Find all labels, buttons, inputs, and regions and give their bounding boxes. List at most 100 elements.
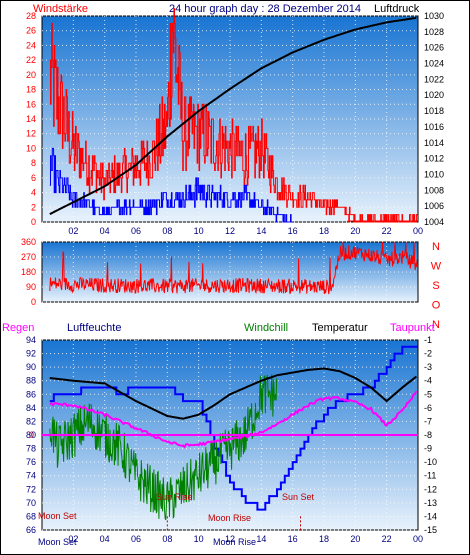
right-tick-label: 1010 bbox=[424, 169, 444, 179]
legend: Regen Luftfeuchte Windchill Temperatur Taupu… bbox=[2, 322, 435, 334]
right-tick-label: -6 bbox=[424, 403, 432, 413]
x-tick-label: 06 bbox=[131, 534, 141, 544]
x-tick-label: 16 bbox=[288, 226, 298, 236]
annotation-label: Sun Set bbox=[282, 492, 315, 502]
x-tick-label: 02 bbox=[68, 226, 78, 236]
right-tick-label: 1028 bbox=[424, 27, 444, 37]
compass-label: N bbox=[432, 319, 440, 331]
x-tick-label: 18 bbox=[319, 226, 329, 236]
right-tick-label: -9 bbox=[424, 444, 432, 454]
left-tick-label: 0 bbox=[31, 297, 36, 307]
pressure-axis: 1004 1006 1008 1010 1012 1014 1016 1018 1020 1022… bbox=[424, 11, 444, 227]
left-tick-label: 88 bbox=[26, 376, 36, 386]
x-tick-label: 12 bbox=[225, 226, 235, 236]
right-tick-label: 1024 bbox=[424, 59, 444, 69]
x-tick-label: 22 bbox=[382, 534, 392, 544]
left-tick-label: 82 bbox=[26, 416, 36, 426]
compass-label: W bbox=[431, 261, 442, 273]
left-tick-label: 78 bbox=[26, 444, 36, 454]
chart-title: 24 hour graph day : 28 Dezember 2014 bbox=[169, 3, 361, 15]
right-tick-label: -2 bbox=[424, 349, 432, 359]
left-tick-label: 22 bbox=[26, 55, 36, 65]
left-tick-label: 90 bbox=[26, 362, 36, 372]
astronomical-annotations: Moon Set Sun Rise Moon Rise Sun Set Moon Set… bbox=[38, 492, 315, 547]
wind-pressure-x-axis: 02 04 06 08 10 12 14 16 18 20 22 00 bbox=[68, 226, 423, 236]
x-tick-label: 14 bbox=[256, 534, 266, 544]
compass-label: O bbox=[432, 300, 441, 312]
x-tick-label: 06 bbox=[131, 226, 141, 236]
right-tick-label: -5 bbox=[424, 389, 432, 399]
legend-item: Luftfeuchte bbox=[67, 322, 121, 334]
legend-item: Windchill bbox=[244, 322, 288, 334]
x-tick-label: 20 bbox=[350, 534, 360, 544]
series-line bbox=[49, 241, 418, 295]
wind-pressure-series bbox=[49, 8, 418, 223]
left-tick-label: 24 bbox=[26, 40, 36, 50]
compass-label: N bbox=[432, 241, 440, 253]
left-tick-label: 72 bbox=[26, 484, 36, 494]
x-tick-label: 00 bbox=[413, 534, 423, 544]
left-tick-label: 90 bbox=[26, 282, 36, 292]
left-tick-label: 74 bbox=[26, 471, 36, 481]
x-tick-label: 08 bbox=[162, 534, 172, 544]
right-tick-label: -1 bbox=[424, 335, 432, 345]
compass-label: S bbox=[432, 280, 439, 292]
x-tick-label: 10 bbox=[194, 226, 204, 236]
series-line bbox=[49, 390, 418, 449]
left-tick-label: 94 bbox=[26, 335, 36, 345]
right-tick-label: 1016 bbox=[424, 122, 444, 132]
left-tick-label: 20 bbox=[26, 70, 36, 80]
annotation-label: Sun Rise bbox=[156, 492, 193, 502]
left-tick-label: 68 bbox=[26, 511, 36, 521]
series-line bbox=[49, 345, 418, 511]
x-tick-label: 04 bbox=[100, 534, 110, 544]
right-tick-label: -14 bbox=[424, 511, 437, 521]
left-tick-label: 0 bbox=[31, 217, 36, 227]
right-tick-label: -8 bbox=[424, 430, 432, 440]
right-tick-label: 1018 bbox=[424, 106, 444, 116]
left-tick-label: 180 bbox=[21, 267, 36, 277]
right-tick-label: -3 bbox=[424, 362, 432, 372]
left-tick-label: 76 bbox=[26, 457, 36, 467]
right-tick-label: 1022 bbox=[424, 74, 444, 84]
right-tick-label: -15 bbox=[424, 525, 437, 535]
left-tick-label: 80 bbox=[26, 430, 36, 440]
right-tick-label: 1030 bbox=[424, 11, 444, 21]
humidity-temperature-series: 0 bbox=[29, 345, 418, 521]
left-tick-label: 84 bbox=[26, 403, 36, 413]
right-tick-label: -10 bbox=[424, 457, 437, 467]
x-tick-label: 20 bbox=[350, 226, 360, 236]
regen-zero-label: 0 bbox=[29, 430, 34, 440]
legend-item: Regen bbox=[2, 322, 34, 334]
right-tick-label: 1012 bbox=[424, 154, 444, 164]
annotation-label: Moon Set bbox=[38, 537, 77, 547]
right-tick-label: 1026 bbox=[424, 43, 444, 53]
left-tick-label: 18 bbox=[26, 85, 36, 95]
temperature-axis: -15 -14 -13 -12 -11 -10 -9 -8 -7 -6 -5 -4 -3 -2 -1 bbox=[424, 335, 437, 535]
left-tick-label: 92 bbox=[26, 349, 36, 359]
left-tick-label: 14 bbox=[26, 114, 36, 124]
x-tick-label: 10 bbox=[194, 534, 204, 544]
left-tick-label: 66 bbox=[26, 525, 36, 535]
right-header-label: Luftdruck bbox=[374, 3, 420, 15]
x-tick-label: 00 bbox=[413, 226, 423, 236]
series-line bbox=[49, 147, 293, 223]
right-tick-label: 1014 bbox=[424, 138, 444, 148]
series-line bbox=[49, 16, 417, 215]
annotation-label: Moon Rise bbox=[208, 513, 251, 523]
left-tick-label: 10 bbox=[26, 143, 36, 153]
right-tick-label: 1020 bbox=[424, 90, 444, 100]
humidity-axis: 66 68 70 72 74 76 78 80 82 84 86 88 90 92 94 bbox=[26, 335, 36, 535]
series-line bbox=[49, 367, 418, 420]
series-line bbox=[49, 374, 278, 521]
left-tick-label: 6 bbox=[31, 173, 36, 183]
x-tick-label: 18 bbox=[319, 534, 329, 544]
annotation-label: Moon Rise bbox=[213, 537, 256, 547]
right-tick-label: -4 bbox=[424, 376, 432, 386]
x-tick-label: 02 bbox=[68, 534, 78, 544]
wind-direction-series bbox=[49, 241, 418, 295]
right-tick-label: 1004 bbox=[424, 217, 444, 227]
